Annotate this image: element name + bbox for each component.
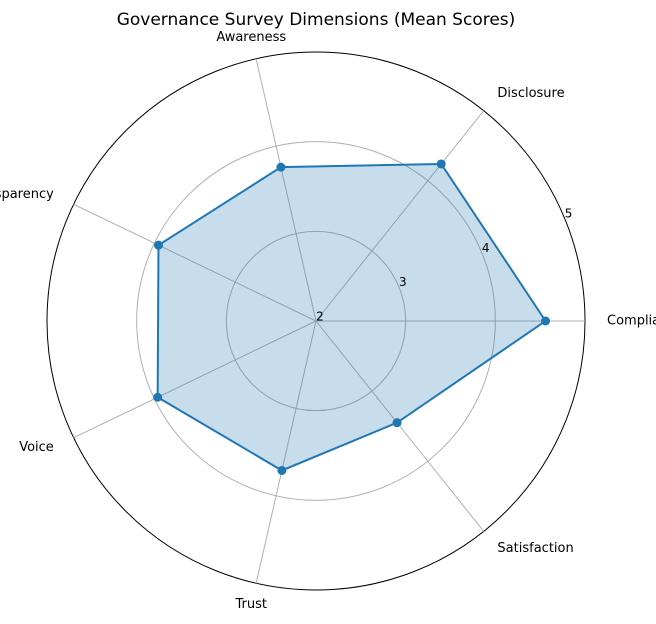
category-label: Trust: [235, 597, 267, 612]
category-label: Disclosure: [497, 86, 564, 101]
spoke: [255, 320, 317, 584]
spoke: [315, 110, 485, 322]
point: [392, 418, 402, 428]
spoke: [73, 320, 317, 439]
point: [153, 240, 163, 250]
point: [153, 392, 163, 402]
point: [277, 465, 287, 475]
r-tick-label: 4: [482, 241, 490, 255]
category-label: Satisfaction: [497, 541, 573, 556]
spoke: [73, 203, 317, 322]
area: [157, 163, 546, 471]
point: [541, 316, 551, 326]
r-tick-label: 3: [399, 275, 407, 289]
spoke: [255, 58, 317, 322]
point: [276, 162, 286, 172]
point: [436, 159, 446, 169]
r-tick-label: 2: [316, 310, 324, 324]
category-label: Compliance: [607, 314, 656, 329]
category-label: Awareness: [216, 30, 286, 45]
category-label: Transparency: [0, 187, 54, 202]
category-label: Voice: [19, 440, 54, 455]
chart-title: Governance Survey Dimensions (Mean Score…: [117, 10, 516, 30]
line: [156, 162, 547, 472]
r-tick-label: 5: [565, 207, 573, 221]
